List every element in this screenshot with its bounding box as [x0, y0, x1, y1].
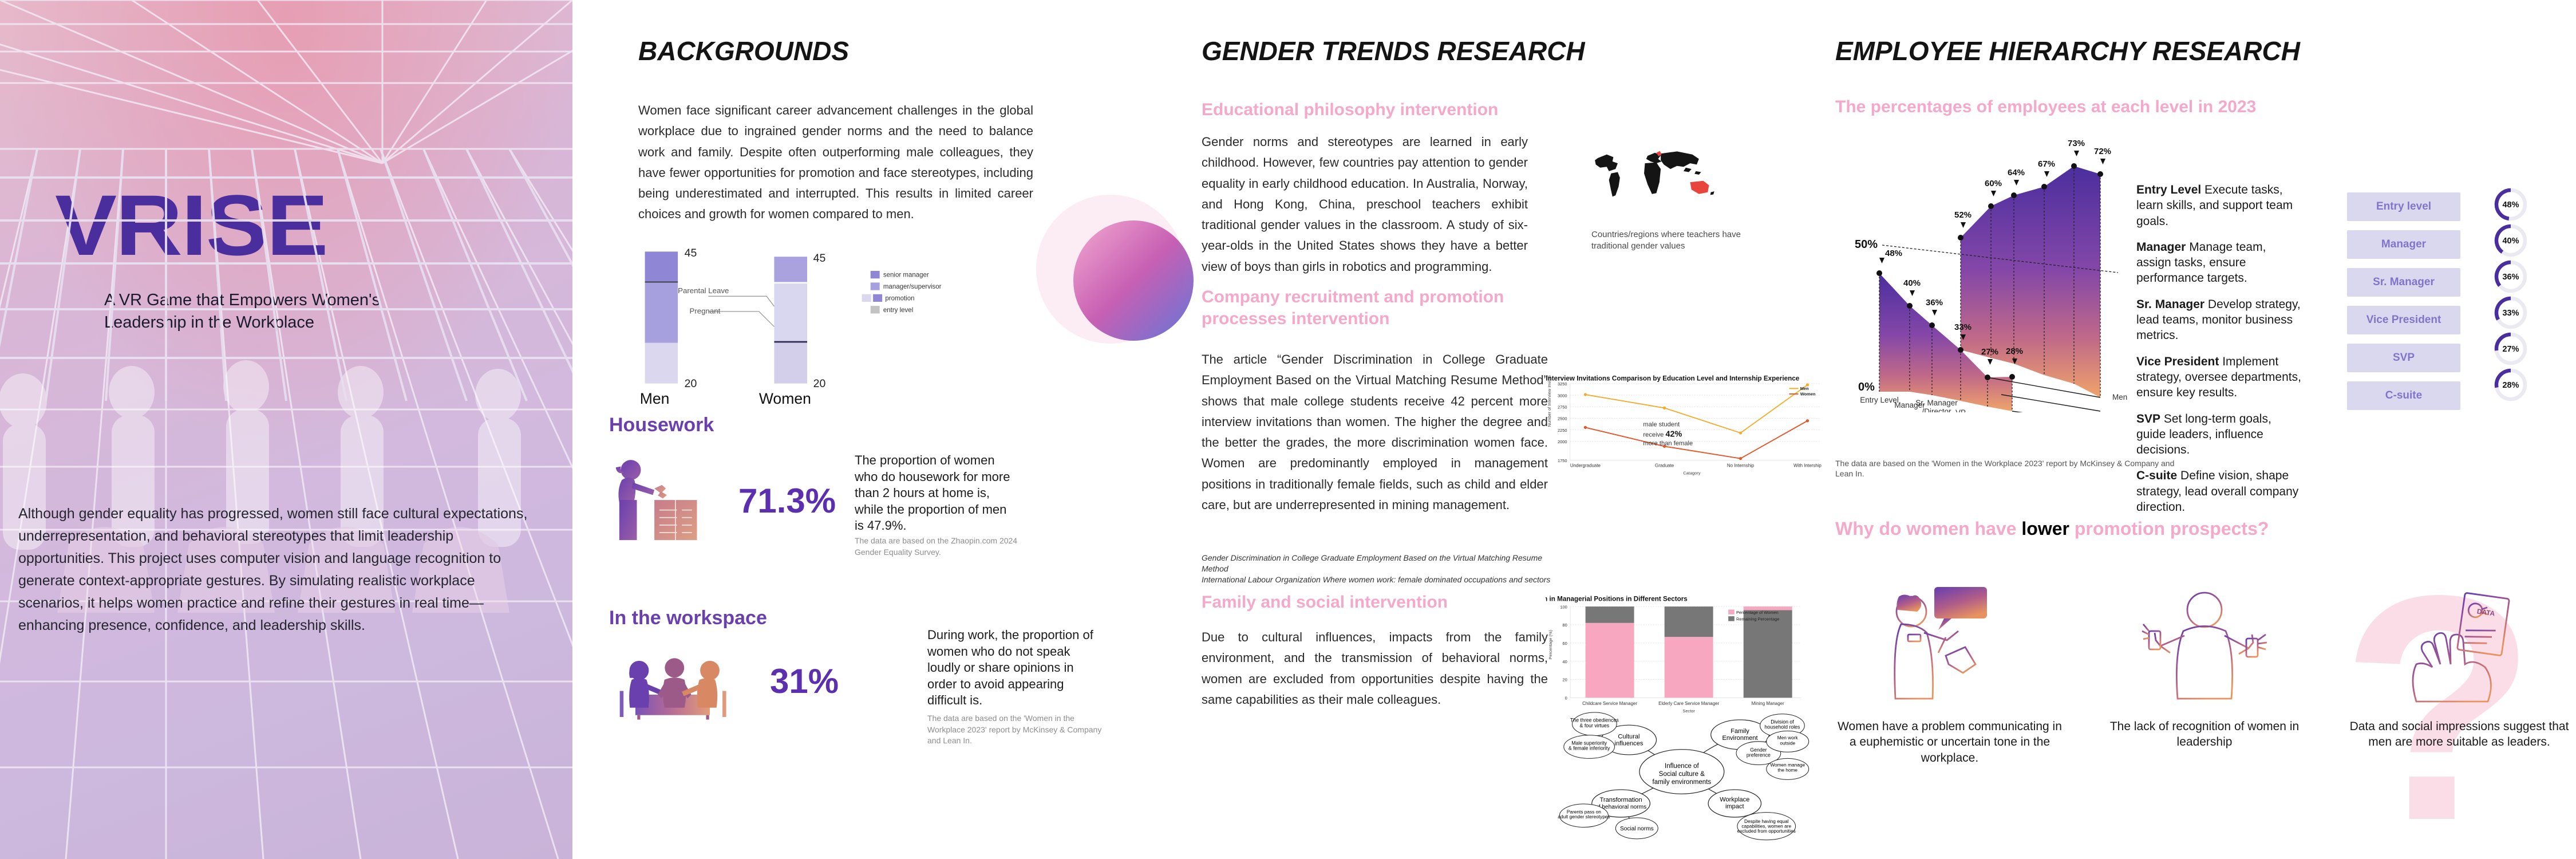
svg-text:Number of Interview Invitation: Number of Interview Invitations [1547, 375, 1552, 427]
svg-text:VP: VP [1955, 408, 1966, 412]
svg-text:Environment: Environment [1722, 735, 1757, 742]
svg-text:Men: Men [1800, 386, 1809, 391]
svg-text:Graduate: Graduate [1655, 463, 1674, 468]
svg-text:& female inferiority: & female inferiority [1568, 746, 1610, 751]
svg-text:entry level: entry level [883, 307, 913, 314]
svg-text:No Internship: No Internship [1727, 463, 1755, 468]
svg-text:Catagory: Catagory [1683, 470, 1700, 475]
svg-text:Remaining Percentage: Remaining Percentage [1736, 617, 1780, 622]
svg-text:2750: 2750 [1558, 404, 1567, 409]
svg-text:28%: 28% [2006, 346, 2023, 356]
svg-text:52%: 52% [1954, 210, 1971, 220]
svg-text:preference: preference [1747, 752, 1771, 758]
svg-text:influences: influences [1615, 740, 1643, 747]
svg-text:40%: 40% [2502, 237, 2519, 246]
svg-text:Men: Men [2112, 393, 2127, 401]
svg-text:2250: 2250 [1558, 428, 1567, 433]
svg-text:Influence of: Influence of [1665, 763, 1699, 770]
svg-text:household roles: household roles [1765, 724, 1801, 730]
svg-text:72%: 72% [2094, 147, 2111, 156]
svg-text:Workplace: Workplace [1720, 796, 1749, 803]
svg-text:Family: Family [1730, 728, 1749, 735]
svg-text:/Director: /Director [1922, 407, 1951, 412]
svg-text:Sr. Manager: Sr. Manager [1915, 399, 1958, 407]
svg-text:20: 20 [1563, 677, 1567, 683]
svg-text:50%: 50% [1855, 238, 1878, 251]
svg-text:& four virtues: & four virtues [1580, 723, 1610, 728]
svg-text:36%: 36% [1926, 298, 1943, 308]
svg-text:27%: 27% [1981, 347, 1998, 357]
svg-text:73%: 73% [2068, 139, 2085, 148]
svg-text:excluded from opportunities: excluded from opportunities [1737, 828, 1796, 834]
svg-text:promotion: promotion [885, 295, 914, 302]
svg-text:Percentage of Women in Manager: Percentage of Women in Managerial Positi… [1546, 596, 1688, 603]
svg-text:impact: impact [1725, 803, 1744, 810]
svg-text:60%: 60% [1985, 179, 2002, 188]
svg-text:Pregnant: Pregnant [690, 306, 721, 315]
svg-text:Social culture &: Social culture & [1659, 771, 1705, 778]
svg-text:more than female: more than female [1643, 440, 1693, 447]
svg-text:48%: 48% [1885, 249, 1902, 258]
svg-text:Interview Invitations Comparis: Interview Invitations Comparison by Educ… [1546, 375, 1799, 383]
svg-text:Parental Leave: Parental Leave [678, 286, 729, 295]
svg-text:2500: 2500 [1558, 416, 1567, 421]
svg-text:28%: 28% [2502, 381, 2519, 390]
svg-text:Women: Women [759, 390, 811, 407]
svg-text:Entry Level: Entry Level [1860, 396, 1899, 404]
svg-text:receive 42%: receive 42% [1643, 430, 1682, 439]
svg-text:33%: 33% [1954, 322, 1971, 332]
svg-text:Percentage (%): Percentage (%) [1548, 629, 1553, 659]
svg-text:the home: the home [1777, 767, 1797, 773]
svg-text:27%: 27% [2502, 345, 2519, 354]
svg-text:1750: 1750 [1558, 458, 1567, 463]
svg-text:20: 20 [813, 377, 826, 390]
svg-text:2000: 2000 [1558, 439, 1567, 444]
svg-text:family environments: family environments [1653, 779, 1712, 786]
svg-text:60: 60 [1563, 641, 1567, 646]
svg-text:Cultural: Cultural [1618, 733, 1639, 740]
svg-text:45: 45 [685, 247, 697, 259]
svg-text:80: 80 [1563, 622, 1567, 628]
svg-text:33%: 33% [2502, 309, 2519, 318]
svg-text:64%: 64% [2008, 168, 2025, 178]
svg-text:45: 45 [813, 252, 826, 265]
svg-text:Social norms: Social norms [1620, 826, 1654, 832]
svg-text:40: 40 [1563, 659, 1567, 664]
svg-text:manager/supervisor: manager/supervisor [883, 283, 942, 290]
svg-text:67%: 67% [2038, 159, 2055, 169]
svg-text:male student: male student [1643, 421, 1680, 428]
svg-text:0%: 0% [1858, 381, 1875, 393]
svg-text:40%: 40% [1903, 278, 1921, 288]
svg-text:With Intership: With Intership [1793, 463, 1822, 468]
svg-text:senior manager: senior manager [883, 272, 929, 279]
svg-text:48%: 48% [2502, 200, 2519, 210]
svg-text:Undergraduate: Undergraduate [1570, 463, 1601, 468]
svg-text:Women: Women [1800, 392, 1816, 397]
svg-text:Men: Men [640, 390, 670, 407]
svg-text:Transformation: Transformation [1600, 797, 1642, 803]
svg-text:20: 20 [685, 377, 697, 390]
svg-text:adult gender stereotypes: adult gender stereotypes [1558, 814, 1610, 819]
svg-text:outside: outside [1780, 740, 1795, 746]
svg-text:3250: 3250 [1558, 381, 1567, 387]
svg-text:Percentage of Women: Percentage of Women [1736, 610, 1779, 615]
svg-text:3000: 3000 [1558, 393, 1567, 398]
svg-text:36%: 36% [2502, 273, 2519, 282]
svg-text:100: 100 [1560, 604, 1567, 609]
